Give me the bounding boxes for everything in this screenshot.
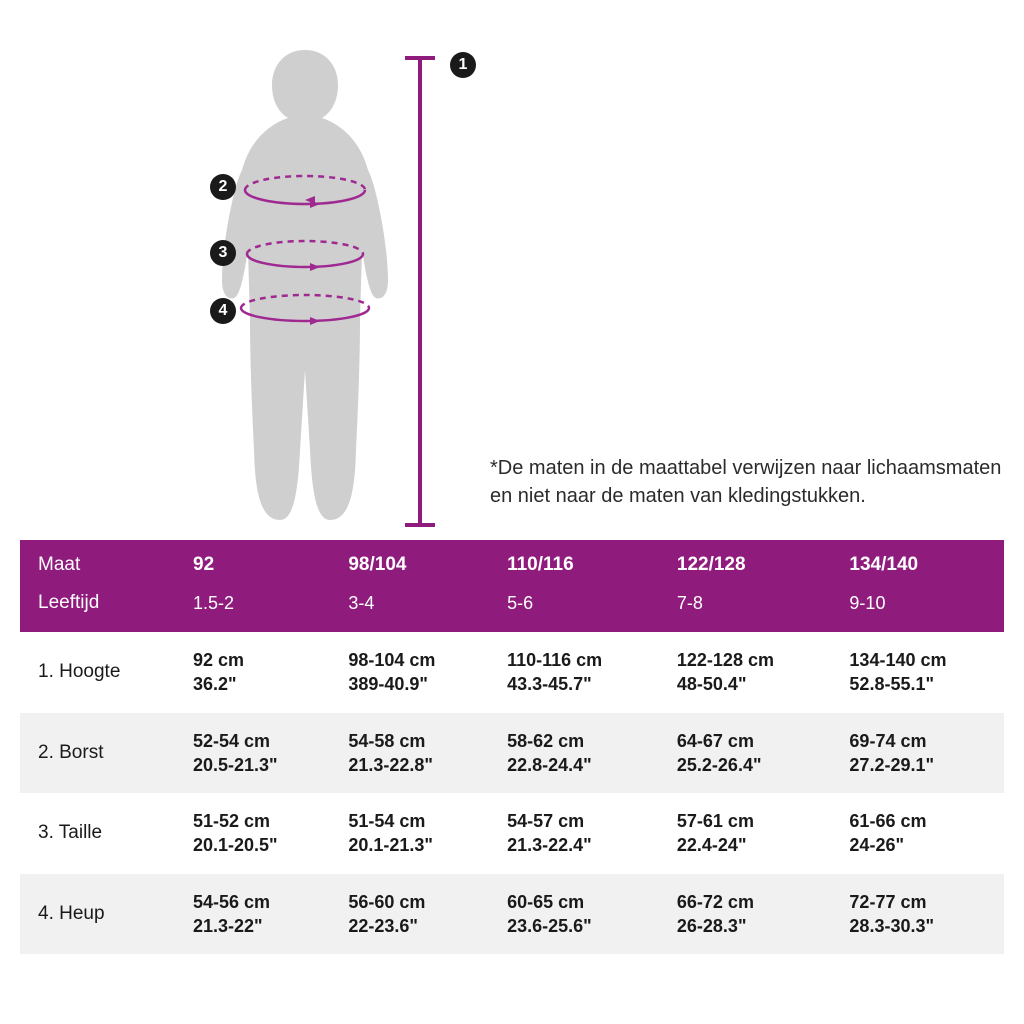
cell-cm: 66-72 cm: [677, 890, 822, 914]
cell-cm: 98-104 cm: [348, 648, 479, 672]
cell-cm: 56-60 cm: [348, 890, 479, 914]
cell-cm: 51-52 cm: [193, 809, 320, 833]
cell-cm: 60-65 cm: [507, 890, 649, 914]
cell-in: 28.3-30.3": [849, 914, 994, 938]
cell-in: 52.8-55.1": [849, 672, 994, 696]
figure-svg: [20, 40, 480, 540]
cell-in: 21.3-22.8": [348, 753, 479, 777]
cell-cm: 52-54 cm: [193, 729, 320, 753]
cell-cm: 110-116 cm: [507, 648, 649, 672]
child-silhouette: [222, 50, 388, 520]
cell-cm: 61-66 cm: [849, 809, 994, 833]
cell-in: 20.1-21.3": [348, 833, 479, 857]
cell-in: 22-23.6": [348, 914, 479, 938]
header-label-age: Leeftijd: [38, 592, 99, 613]
note-text: *De maten in de maattabel verwijzen naar…: [490, 454, 1004, 510]
row-heup: 4. Heup 54-56 cm21.3-22" 56-60 cm22-23.6…: [20, 874, 1004, 955]
row-label: 3. Taille: [38, 822, 102, 843]
cell-in: 22.8-24.4": [507, 753, 649, 777]
badge-2: 2: [210, 174, 236, 200]
cell-cm: 54-56 cm: [193, 890, 320, 914]
height-ruler: [405, 58, 435, 525]
cell-in: 36.2": [193, 672, 320, 696]
size-table: Maat 92 98/104 110/116 122/128 134/140 L…: [20, 540, 1004, 954]
size-col-4: 134/140: [849, 554, 918, 575]
row-label: 2. Borst: [38, 742, 103, 763]
cell-cm: 72-77 cm: [849, 890, 994, 914]
cell-in: 27.2-29.1": [849, 753, 994, 777]
cell-cm: 122-128 cm: [677, 648, 822, 672]
note-area: *De maten in de maattabel verwijzen naar…: [480, 454, 1004, 540]
badge-1: 1: [450, 52, 476, 78]
size-col-0: 92: [193, 554, 214, 575]
age-col-3: 7-8: [677, 593, 703, 613]
row-label: 1. Hoogte: [38, 661, 120, 682]
cell-in: 20.1-20.5": [193, 833, 320, 857]
size-col-2: 110/116: [507, 554, 574, 575]
row-taille: 3. Taille 51-52 cm20.1-20.5" 51-54 cm20.…: [20, 793, 1004, 874]
cell-in: 43.3-45.7": [507, 672, 649, 696]
badge-4: 4: [210, 298, 236, 324]
badge-3: 3: [210, 240, 236, 266]
cell-cm: 58-62 cm: [507, 729, 649, 753]
cell-in: 24-26": [849, 833, 994, 857]
cell-cm: 54-58 cm: [348, 729, 479, 753]
header-label-size: Maat: [38, 554, 80, 575]
cell-cm: 64-67 cm: [677, 729, 822, 753]
top-section: 1 2 3 4 *De maten in de maattabel verwij…: [20, 20, 1004, 540]
cell-cm: 57-61 cm: [677, 809, 822, 833]
size-col-3: 122/128: [677, 554, 746, 575]
cell-in: 20.5-21.3": [193, 753, 320, 777]
cell-cm: 51-54 cm: [348, 809, 479, 833]
header-row-age: Leeftijd 1.5-2 3-4 5-6 7-8 9-10: [20, 584, 1004, 632]
age-col-0: 1.5-2: [193, 593, 234, 613]
header-row-size: Maat 92 98/104 110/116 122/128 134/140: [20, 540, 1004, 584]
cell-in: 25.2-26.4": [677, 753, 822, 777]
row-label: 4. Heup: [38, 903, 105, 924]
cell-in: 22.4-24": [677, 833, 822, 857]
cell-in: 389-40.9": [348, 672, 479, 696]
age-col-2: 5-6: [507, 593, 533, 613]
size-col-1: 98/104: [348, 554, 406, 575]
cell-cm: 69-74 cm: [849, 729, 994, 753]
row-hoogte: 1. Hoogte 92 cm36.2" 98-104 cm389-40.9" …: [20, 632, 1004, 713]
age-col-1: 3-4: [348, 593, 374, 613]
cell-in: 26-28.3": [677, 914, 822, 938]
cell-in: 21.3-22": [193, 914, 320, 938]
cell-in: 21.3-22.4": [507, 833, 649, 857]
cell-cm: 92 cm: [193, 648, 320, 672]
cell-in: 23.6-25.6": [507, 914, 649, 938]
cell-cm: 134-140 cm: [849, 648, 994, 672]
cell-in: 48-50.4": [677, 672, 822, 696]
measurement-figure: 1 2 3 4: [20, 40, 480, 540]
cell-cm: 54-57 cm: [507, 809, 649, 833]
row-borst: 2. Borst 52-54 cm20.5-21.3" 54-58 cm21.3…: [20, 713, 1004, 794]
age-col-4: 9-10: [849, 593, 885, 613]
